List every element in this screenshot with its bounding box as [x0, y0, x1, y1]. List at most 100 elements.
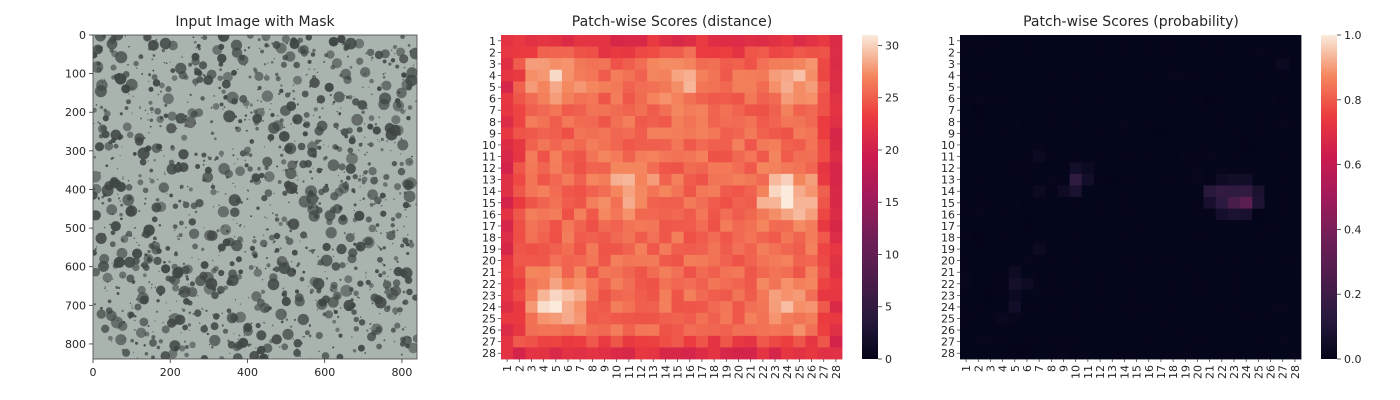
image-speckle: [327, 145, 329, 147]
heatmap-cell: [1081, 301, 1095, 314]
heatmap-cell: [972, 278, 985, 290]
heatmap-cell: [695, 46, 709, 59]
heatmap-cell: [561, 220, 575, 233]
heatmap-cell: [984, 312, 997, 325]
image-speckle: [239, 150, 247, 157]
heatmap-cell: [1240, 116, 1253, 128]
heatmap-cell: [647, 162, 660, 175]
heatmap-cell: [695, 335, 709, 348]
heatmap-cell: [610, 150, 624, 163]
heatmap-cell: [1033, 312, 1046, 325]
heatmap-cell: [634, 46, 648, 59]
heatmap-cell: [671, 35, 685, 47]
heatmap-cell: [622, 46, 636, 59]
heatmap-cell: [1130, 231, 1144, 244]
heatmap-cell: [1033, 127, 1046, 140]
heatmap-cell: [1142, 150, 1156, 163]
heatmap-cell: [1142, 278, 1156, 290]
image-speckle: [259, 353, 269, 359]
col-tick-label: 13: [1106, 365, 1119, 379]
image-speckle: [370, 59, 373, 62]
heatmap-cell: [1179, 197, 1192, 209]
heatmap-cell: [1093, 58, 1107, 71]
image-speckle: [238, 224, 242, 227]
image-speckle: [184, 352, 189, 358]
heatmap-cell: [501, 46, 514, 59]
image-speckle: [115, 285, 119, 290]
heatmap-cell: [1033, 92, 1046, 105]
heatmap-cell: [1106, 58, 1119, 71]
heatmap-cell: [1081, 335, 1095, 348]
heatmap-cell: [1081, 127, 1095, 140]
heatmap-cell: [622, 289, 636, 302]
row-tick-label: 15: [941, 197, 955, 210]
image-speckle: [148, 131, 150, 134]
heatmap-cell: [1057, 243, 1071, 256]
heatmap-cell: [1240, 243, 1253, 256]
image-speckle: [323, 144, 325, 146]
heatmap-cell: [525, 127, 538, 140]
image-speckle: [217, 206, 230, 218]
heatmap-cell: [610, 197, 624, 209]
heatmap-cell: [1276, 81, 1290, 94]
input-image-x-axis: 0 200 400 600 800: [90, 359, 412, 379]
image-speckle: [294, 289, 300, 294]
image-speckle: [165, 62, 168, 65]
heatmap-cell: [1167, 301, 1180, 314]
heatmap-cell: [1020, 81, 1034, 94]
heatmap-cell: [610, 162, 624, 175]
col-tick-label: 23: [769, 365, 782, 379]
row-tick-label: 5: [948, 81, 955, 94]
heatmap-cell: [1240, 185, 1253, 198]
image-speckle: [342, 41, 346, 45]
image-speckle: [226, 308, 232, 314]
heatmap-cell: [671, 127, 685, 140]
heatmap-cell: [683, 58, 697, 71]
heatmap-cell: [1057, 220, 1071, 233]
heatmap-cell: [708, 104, 721, 117]
heatmap-cell: [1020, 116, 1034, 128]
heatmap-cell: [1033, 81, 1046, 94]
heatmap-cell: [744, 116, 758, 128]
heatmap-cell: [1057, 185, 1071, 198]
image-speckle: [159, 116, 164, 120]
image-speckle: [107, 335, 113, 341]
heatmap-cell: [756, 289, 770, 302]
heatmap-cell: [1203, 173, 1217, 186]
image-speckle: [242, 340, 244, 342]
row-tick-label: 17: [941, 220, 955, 233]
heatmap-cell: [1264, 69, 1278, 82]
heatmap-cell: [1106, 347, 1119, 360]
colorbar-tick-label: 10: [885, 248, 899, 261]
heatmap-cell: [829, 58, 843, 71]
image-speckle: [325, 227, 337, 239]
heatmap-cell: [610, 127, 624, 140]
heatmap-cell: [1252, 35, 1265, 47]
image-speckle: [292, 97, 296, 101]
heatmap-cell: [720, 231, 733, 244]
heatmap-cell: [659, 173, 672, 186]
image-speckle: [257, 85, 262, 90]
image-speckle: [165, 47, 168, 50]
heatmap-cell: [1008, 127, 1022, 140]
row-tick-label: 20: [482, 255, 496, 268]
image-speckle: [412, 334, 417, 343]
heatmap-cell: [781, 173, 794, 186]
heatmap-cell: [610, 324, 624, 337]
image-speckle: [172, 224, 178, 229]
heatmap-cell: [1167, 46, 1180, 59]
heatmap-cell: [1240, 69, 1253, 82]
colorbar-tick-label: 0.4: [1344, 223, 1362, 236]
heatmap-cell: [1142, 185, 1156, 198]
heatmap-cell: [634, 81, 648, 94]
heatmap-cell: [561, 243, 575, 256]
heatmap-cell: [1118, 243, 1131, 256]
image-speckle: [201, 307, 203, 310]
image-speckle: [293, 339, 303, 348]
image-speckle: [194, 210, 198, 214]
heatmap-cell: [659, 92, 672, 105]
colorbar-gradient: [1321, 35, 1337, 359]
heatmap-cell: [1130, 173, 1144, 186]
heatmap-cell: [683, 127, 697, 140]
heatmap-cell: [805, 127, 819, 140]
